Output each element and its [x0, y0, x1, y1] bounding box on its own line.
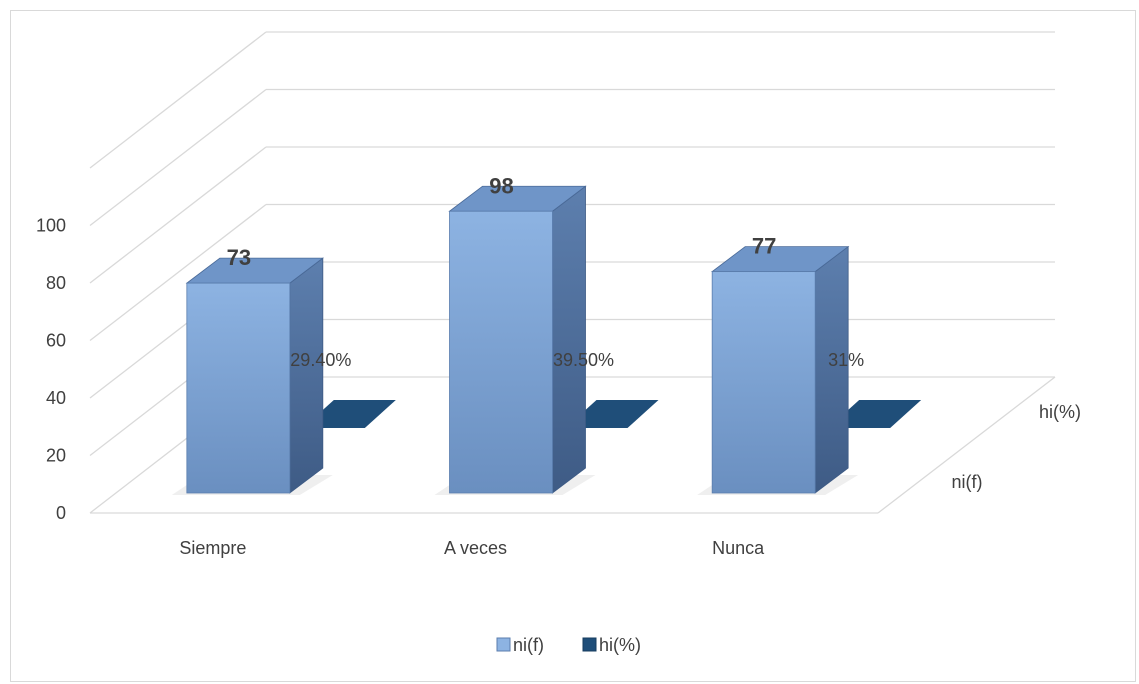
legend-swatch-ni: [496, 637, 511, 652]
hi-bar: [302, 400, 396, 428]
series-hi: [302, 400, 922, 428]
ni-bar: [186, 282, 291, 494]
legend-label-ni: ni(f): [513, 635, 544, 655]
gridline-diagonal: [89, 31, 267, 169]
gridline-diagonal: [89, 88, 267, 227]
ni-value-label: 73: [227, 245, 251, 270]
y-tick-label: 100: [36, 216, 66, 236]
gridline-diagonal: [89, 203, 267, 342]
y-tick-label: 60: [46, 331, 66, 351]
legend-swatch-hi: [582, 637, 597, 652]
ni-bar-side: [552, 185, 586, 494]
y-tick-label: 40: [46, 388, 66, 408]
legend[interactable]: ni(f) hi(%): [496, 635, 641, 655]
x-tick-label: A veces: [444, 538, 507, 558]
depth-axis-label: ni(f): [952, 472, 983, 492]
hi-bar: [828, 400, 922, 428]
gridline-diagonal: [89, 146, 267, 284]
depth-axis-label: hi(%): [1039, 402, 1081, 422]
ni-bar-side: [289, 257, 324, 494]
chart-floor: [90, 376, 1056, 514]
y-tick-label: 20: [46, 446, 66, 466]
hi-value-label: 39.50%: [553, 350, 614, 370]
ni-bar: [711, 271, 816, 494]
legend-label-hi: hi(%): [599, 635, 641, 655]
x-tick-label: Nunca: [712, 538, 765, 558]
floor-right-edge: [877, 376, 1056, 514]
ni-value-label: 98: [489, 173, 513, 198]
y-tick-label: 0: [56, 503, 66, 523]
ni-bar: [449, 210, 553, 494]
labels: 29.40% 73 Siempre 39.50% 98 A veces 31% 77 Nunca…: [179, 173, 1081, 558]
series-ni: [171, 185, 859, 495]
ni-value-label: 77: [752, 234, 776, 259]
hi-bar: [565, 400, 659, 428]
x-tick-label: Siempre: [179, 538, 246, 558]
y-tick-label: 80: [46, 273, 66, 293]
hi-value-label: 29.40%: [290, 350, 351, 370]
hi-value-label: 31%: [828, 350, 864, 370]
